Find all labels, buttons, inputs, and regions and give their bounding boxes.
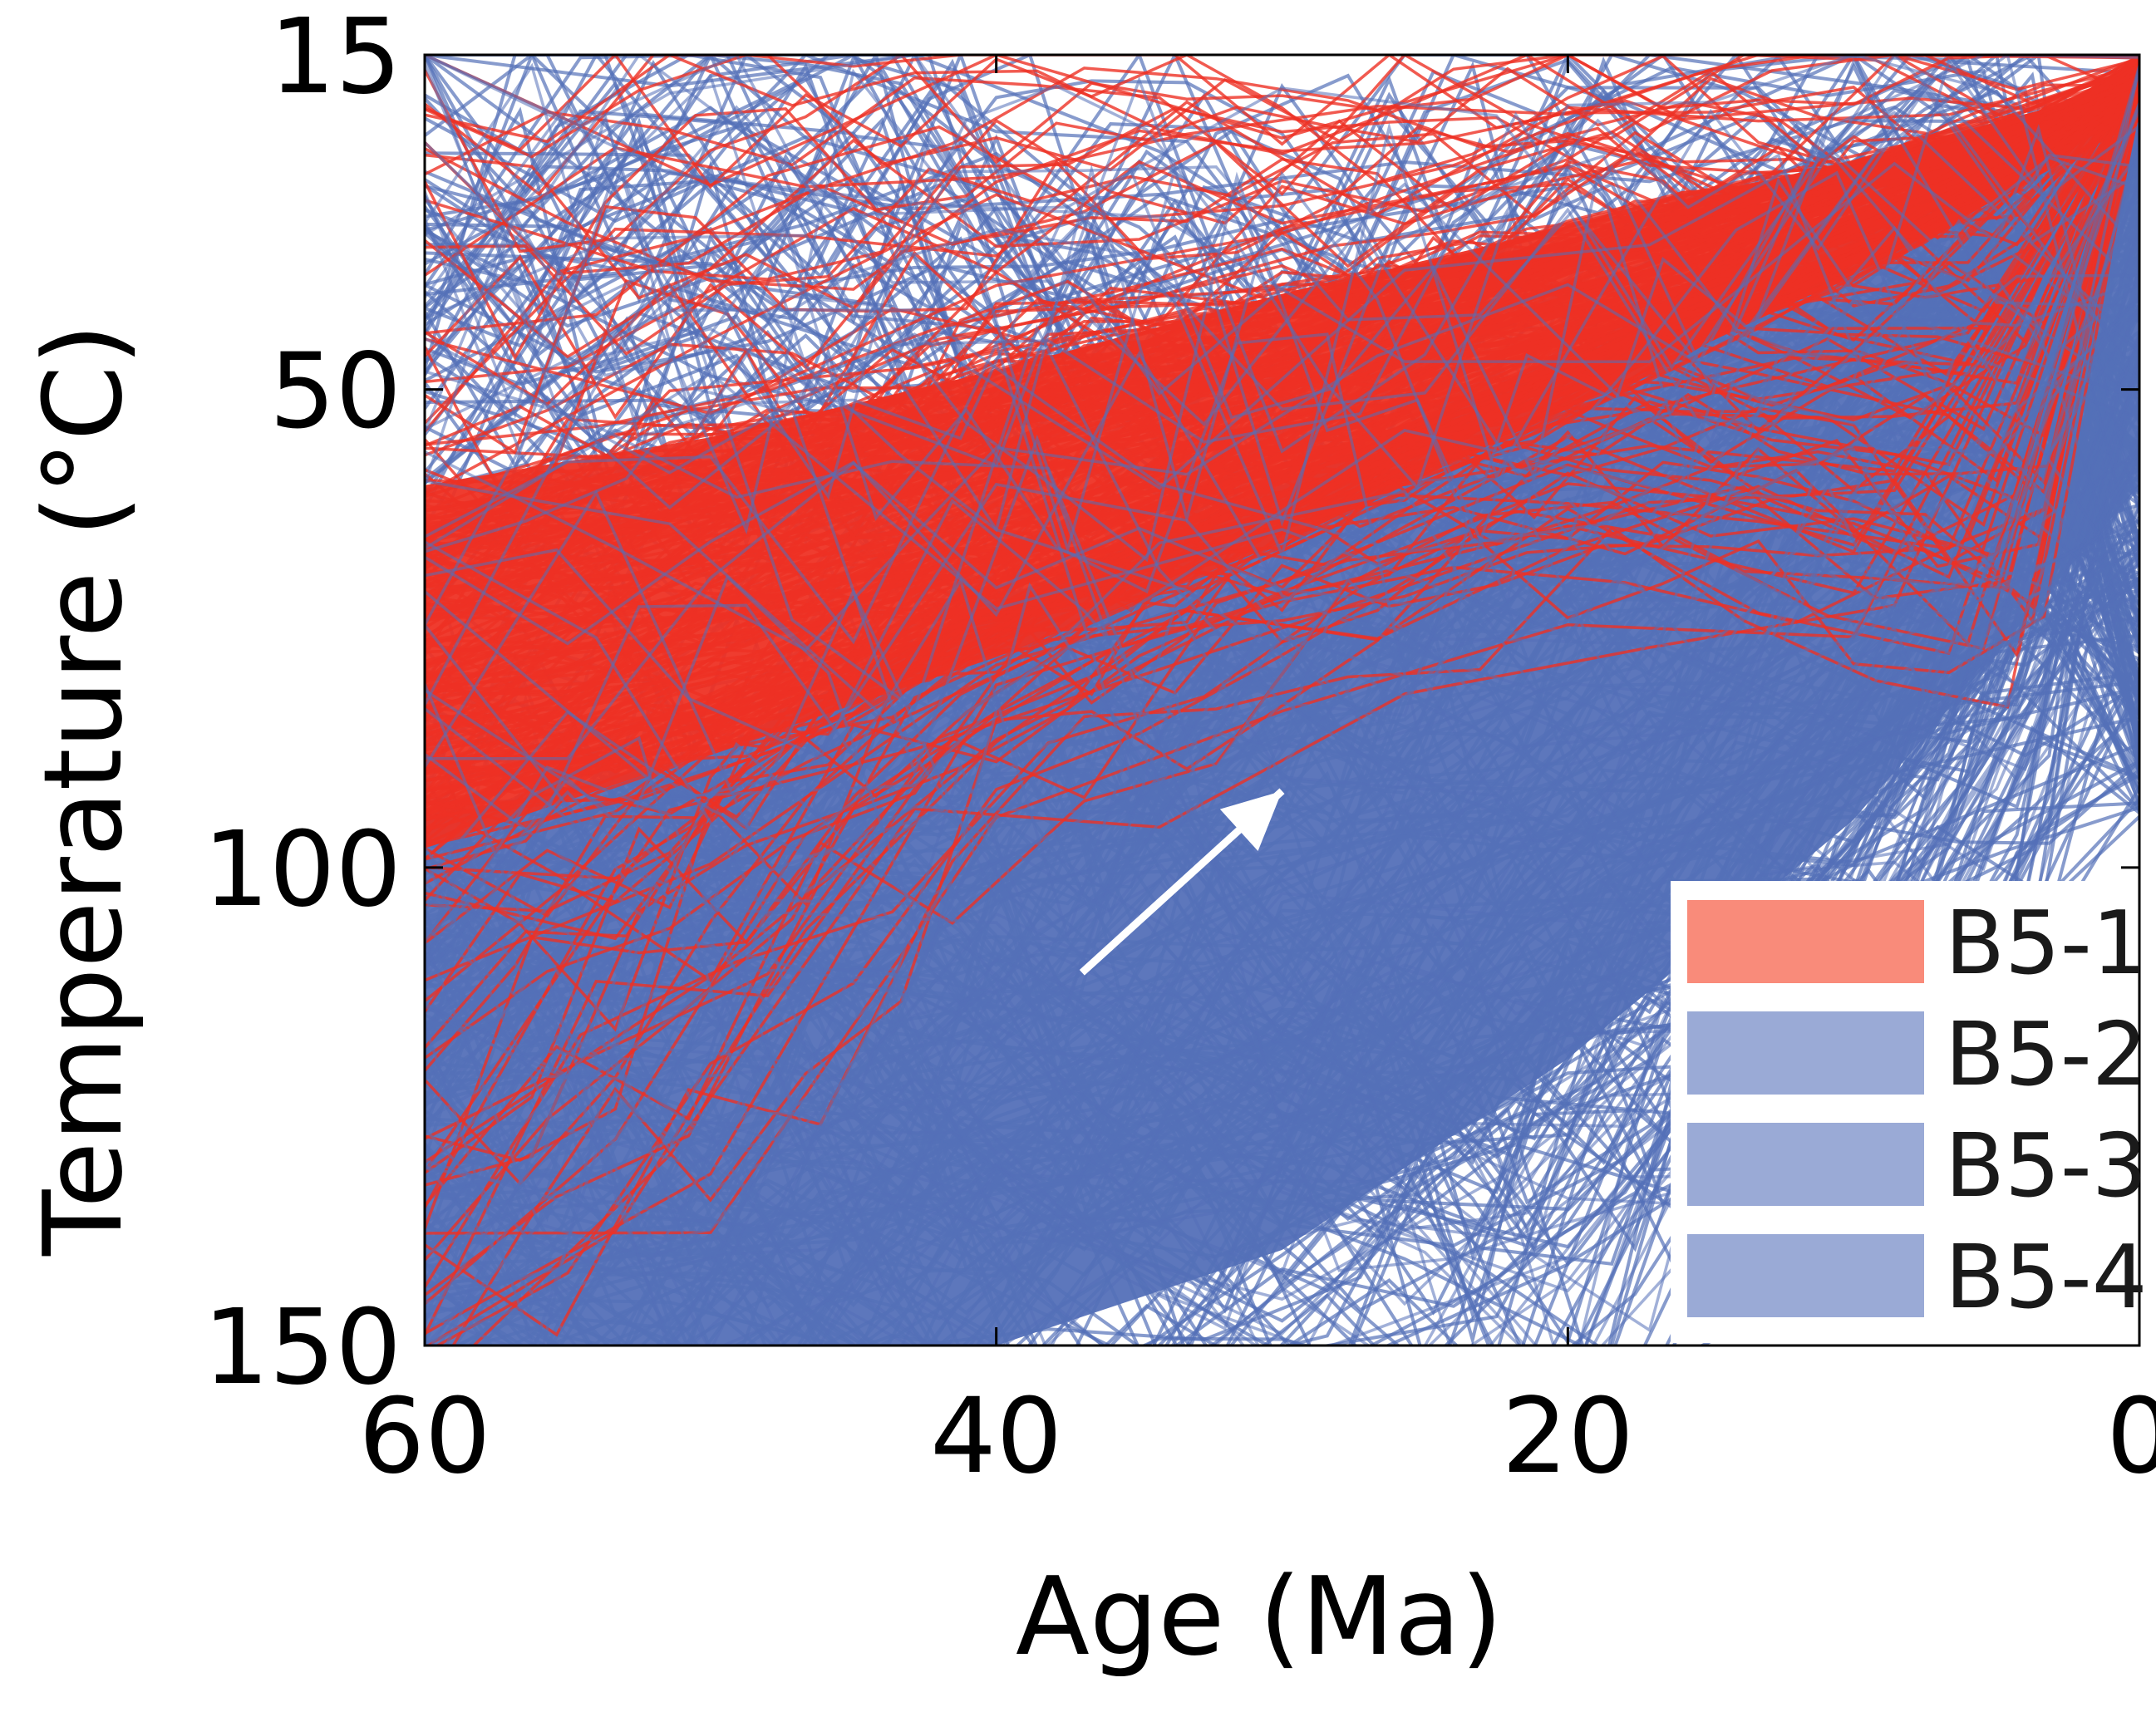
series-b5-2-line bbox=[425, 312, 2139, 978]
series-b5-1-line bbox=[425, 85, 2139, 610]
series-b5-2-line bbox=[425, 370, 2139, 856]
series-b5-1-line bbox=[425, 84, 2139, 455]
series-b5-1-line bbox=[425, 58, 2139, 291]
series-b5-2-line bbox=[425, 534, 2139, 1231]
series-b5-2-line bbox=[425, 102, 2139, 873]
series-b5-2-line bbox=[425, 62, 2139, 626]
series-b5-2-line bbox=[425, 109, 2139, 760]
series-b5-1-line bbox=[425, 61, 2139, 697]
series-b5-2-line bbox=[425, 58, 2139, 445]
series-b5-2-line bbox=[425, 298, 2139, 637]
series-b5-2-line bbox=[425, 111, 2139, 606]
legend-swatch bbox=[1687, 900, 1924, 983]
series-b5-2-line bbox=[425, 484, 2139, 1109]
series-b5-1-line bbox=[425, 79, 2139, 578]
y-tick-label: 150 bbox=[203, 1287, 401, 1408]
series-b5-2-line bbox=[425, 534, 2139, 1346]
series-b5-2-line bbox=[425, 269, 2139, 1328]
series-b5-2-line bbox=[425, 216, 2139, 994]
plot-area bbox=[425, 55, 2139, 1346]
series-b5-1-line bbox=[425, 103, 2139, 663]
series-b5-2-line bbox=[425, 536, 2139, 918]
series-b5-1-line bbox=[425, 102, 2139, 384]
series-b5-2-line bbox=[425, 209, 2139, 859]
series-b5-1-line bbox=[425, 87, 2139, 633]
series-b5-1-line bbox=[425, 61, 2139, 565]
series-b5-2-line bbox=[425, 131, 2139, 957]
series-b5-1-line bbox=[425, 59, 2139, 1186]
legend-swatch bbox=[1687, 1234, 1924, 1317]
legend-label: B5-1 bbox=[1945, 893, 2148, 994]
series-b5-1-traces bbox=[425, 55, 2139, 1346]
annotation-arrow-head bbox=[1219, 790, 1282, 852]
y-tick-label: 100 bbox=[203, 809, 401, 930]
legend-swatch bbox=[1687, 1123, 1924, 1206]
series-b5-1-line bbox=[425, 85, 2139, 420]
series-b5-1-line bbox=[425, 58, 2139, 729]
legend-label: B5-2 bbox=[1945, 1004, 2148, 1105]
series-b5-2-line bbox=[425, 308, 2139, 747]
series-b5-2-line bbox=[425, 348, 2139, 1346]
series-b5-1-line bbox=[425, 57, 2139, 794]
series-b5-2-line bbox=[425, 55, 2139, 381]
annotation-layer bbox=[1079, 788, 1285, 976]
series-b5-1-line bbox=[425, 55, 2139, 196]
series-b5-1-line bbox=[451, 99, 2139, 1346]
x-tick-label: 60 bbox=[358, 1376, 490, 1497]
plot-frame bbox=[423, 53, 2141, 1347]
series-b5-2-line bbox=[425, 229, 2139, 1172]
legend: B5-1B5-2B5-3B5-4 bbox=[1671, 881, 2148, 1343]
series-b5-2-line bbox=[425, 84, 2139, 491]
series-b5-1-line bbox=[425, 84, 2139, 982]
x-tick-label: 0 bbox=[2106, 1376, 2156, 1497]
series-b5-1-line bbox=[425, 78, 2139, 737]
series-b5-2-line bbox=[425, 124, 2139, 553]
y-axis-title: Temperature (°C) bbox=[20, 323, 146, 1257]
series-b5-2-line bbox=[425, 273, 2139, 787]
legend-swatch bbox=[1687, 1011, 1924, 1095]
series-b5-1-line bbox=[425, 55, 2139, 277]
series-b5-2-line bbox=[544, 680, 2139, 1346]
series-b5-2-line bbox=[430, 144, 2139, 1346]
series-b5-1-line bbox=[425, 68, 2139, 750]
series-b5-1-line bbox=[425, 76, 2139, 310]
series-b5-2-line bbox=[425, 464, 2139, 1185]
series-b5-2-line bbox=[425, 102, 2139, 967]
series-b5-2-line bbox=[425, 111, 2139, 1102]
series-b5-1-line bbox=[471, 58, 2139, 1346]
series-b5-2-line bbox=[425, 55, 2139, 332]
series-b5-1-line bbox=[425, 83, 2139, 809]
series-b5-1-line bbox=[425, 96, 2139, 1209]
legend-label: B5-4 bbox=[1945, 1227, 2148, 1328]
series-b5-2-line bbox=[425, 473, 2139, 1346]
x-tick-label: 20 bbox=[1502, 1376, 1634, 1497]
series-b5-2-line bbox=[425, 381, 2139, 1298]
series-b5-2-line bbox=[425, 541, 2139, 1129]
legend-label: B5-3 bbox=[1945, 1115, 2148, 1217]
series-b5-2-line bbox=[425, 560, 2139, 1085]
series-b5-1-line bbox=[425, 55, 2139, 187]
series-b5-2-line bbox=[425, 536, 2139, 1346]
series-b5-1-line bbox=[425, 106, 2139, 1002]
series-b5-1-line bbox=[425, 99, 2139, 833]
x-axis-title: Age (Ma) bbox=[1016, 1553, 1503, 1680]
series-b5-2-line bbox=[425, 573, 2139, 1346]
axis-ticks: 60 40 20 0 15 50 100 150 bbox=[203, 0, 2156, 1497]
y-tick-label: 15 bbox=[269, 0, 401, 117]
series-b5-2-line bbox=[425, 234, 2139, 724]
series-b5-2-line bbox=[425, 111, 2139, 490]
y-tick-label: 50 bbox=[269, 332, 401, 452]
series-b5-2-line bbox=[425, 506, 2139, 1154]
x-tick-label: 40 bbox=[930, 1376, 1062, 1497]
series-b5-2-line bbox=[425, 55, 2139, 444]
series-b5-1-line bbox=[425, 72, 2139, 1187]
series-b5-2-line bbox=[425, 283, 2139, 652]
series-b5-2-line bbox=[425, 150, 2139, 770]
series-b5-2-line bbox=[425, 55, 2139, 430]
series-b5-1-line bbox=[425, 102, 2139, 774]
series-b5-1-line bbox=[425, 55, 2139, 253]
series-b5-2-line bbox=[425, 55, 2139, 468]
